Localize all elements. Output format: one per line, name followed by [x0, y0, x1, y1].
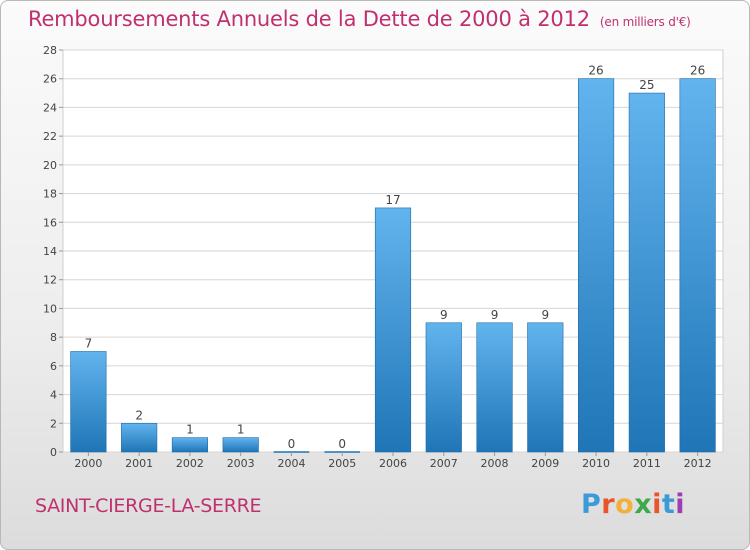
logo-letter: o: [615, 489, 635, 520]
x-tick-label: 2000: [74, 457, 102, 470]
data-label: 0: [288, 437, 296, 451]
bar: [578, 78, 615, 453]
data-label: 9: [440, 308, 448, 322]
bar: [476, 322, 513, 453]
y-tick-label: 14: [43, 245, 57, 258]
data-label: 9: [541, 308, 549, 322]
bar: [425, 322, 462, 453]
data-label: 17: [385, 193, 400, 207]
data-label: 1: [186, 423, 194, 437]
bar: [374, 207, 412, 453]
bar: [628, 92, 665, 453]
data-label: 26: [690, 64, 705, 78]
x-tick-label: 2007: [430, 457, 458, 470]
x-tick-label: 2002: [176, 457, 204, 470]
x-tick-label: 2008: [481, 457, 509, 470]
commune-name: SAINT-CIERGE-LA-SERRE: [35, 495, 262, 517]
logo-letter: i: [652, 489, 662, 520]
y-tick-label: 12: [43, 274, 57, 287]
y-tick-label: 20: [43, 159, 57, 172]
x-tick-label: 2003: [227, 457, 255, 470]
logo-letter: i: [675, 489, 686, 520]
logo-letter: t: [661, 489, 676, 520]
y-tick-label: 8: [50, 331, 57, 344]
y-tick-label: 26: [43, 73, 57, 86]
logo-letter: r: [601, 489, 616, 520]
y-tick-label: 10: [43, 302, 57, 315]
y-tick-label: 6: [50, 360, 57, 373]
y-tick-label: 16: [43, 216, 57, 229]
bar: [222, 437, 259, 453]
data-label: 9: [491, 308, 499, 322]
x-tick-label: 2011: [633, 457, 661, 470]
bar: [171, 437, 208, 453]
x-tick-label: 2005: [328, 457, 356, 470]
x-tick-label: 2001: [125, 457, 153, 470]
data-label: 7: [85, 337, 93, 351]
x-tick-label: 2004: [277, 457, 305, 470]
y-tick-label: 24: [43, 101, 57, 114]
chart-unit: (en milliers d'€): [599, 15, 691, 29]
bar: [679, 78, 716, 453]
logo-letter: x: [634, 489, 653, 520]
x-tick-label: 2009: [531, 457, 559, 470]
chart-title: Remboursements Annuels de la Dette de 20…: [28, 7, 691, 31]
bar: [70, 351, 107, 453]
x-tick-label: 2012: [684, 457, 712, 470]
y-tick-label: 22: [43, 130, 57, 143]
chart-title-text: Remboursements Annuels de la Dette de 20…: [28, 7, 590, 31]
logo-letter: P: [581, 489, 602, 520]
y-tick-label: 2: [50, 417, 57, 430]
data-label: 26: [588, 64, 603, 78]
data-label: 25: [639, 78, 654, 92]
data-label: 1: [237, 423, 245, 437]
y-tick-label: 0: [50, 446, 57, 459]
x-tick-label: 2010: [582, 457, 610, 470]
x-tick-label: 2006: [379, 457, 407, 470]
y-tick-label: 18: [43, 188, 57, 201]
bar: [527, 322, 564, 453]
data-label: 0: [338, 437, 346, 451]
bar: [121, 422, 158, 453]
y-tick-label: 28: [43, 44, 57, 57]
data-label: 2: [135, 408, 143, 422]
proxiti-logo: Proxiti: [581, 489, 685, 520]
y-tick-label: 4: [50, 389, 57, 402]
